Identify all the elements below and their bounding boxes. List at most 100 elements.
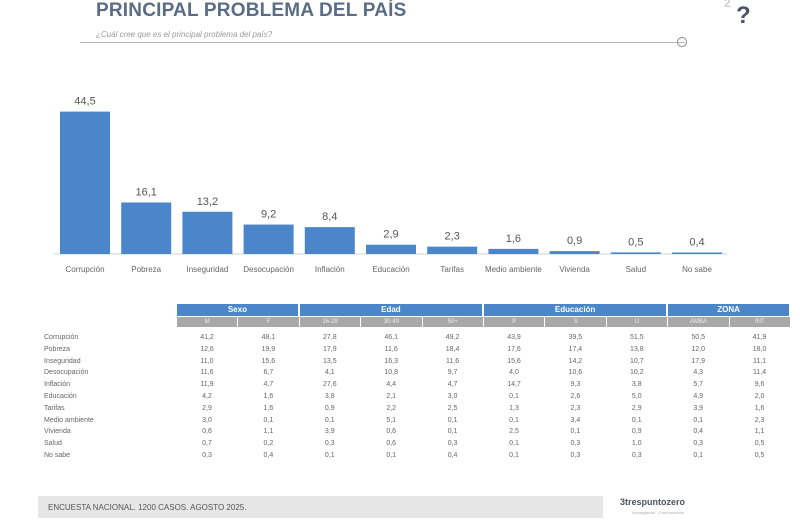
category-label: Inseguridad <box>186 265 228 274</box>
bar-value-label: 16,1 <box>135 186 156 198</box>
table-cell: 10,6 <box>568 369 583 377</box>
table-row: Educación 4,2 1,6 3,8 2,1 3,0 0,1 2,6 5,0 4,9 2,0 <box>44 393 764 404</box>
table-cell: 0,3 <box>447 440 458 448</box>
bar-value-label: 0,5 <box>628 236 643 248</box>
table-cell: 3,8 <box>324 393 335 400</box>
table-cell: 27,8 <box>322 334 337 341</box>
table-row: Salud 0,7 0,2 0,3 0,6 0,3 0,1 0,3 1,0 0,3 0,5 <box>44 440 764 451</box>
table-row: Pobreza 12,6 19,9 17,9 11,6 18,4 17,6 17,4 13,8 1… <box>44 345 766 357</box>
row-label: Inflación <box>44 381 71 389</box>
table-cell: 14,2 <box>568 357 583 365</box>
table-row: Desocupación 11,6 6,7 4,1 10,8 9,7 4,0 10,6 10,2… <box>44 369 766 380</box>
table-cell: 51,5 <box>629 334 644 341</box>
bar-1 <box>121 202 172 254</box>
table-cell: 5,1 <box>386 416 397 424</box>
table-cell: 0,4 <box>693 428 704 436</box>
table-cell: 11,4 <box>753 369 767 377</box>
table-cell: 4,7 <box>263 381 274 389</box>
bar-value-label: 0,9 <box>567 235 582 247</box>
bar-value-label: 8,4 <box>322 211 337 223</box>
footer-bar: ENCUESTA NACIONAL. 1200 CASOS. AGOSTO 20… <box>38 496 603 518</box>
bar-7 <box>488 248 539 254</box>
category-label: Vivienda <box>559 265 590 274</box>
table-cell: 13,5 <box>322 357 337 365</box>
table-cell: 0,2 <box>263 440 274 448</box>
table-cell: 0,1 <box>509 393 519 400</box>
bar-value-label: 0,4 <box>689 237 704 249</box>
table-cell: 12,0 <box>691 345 705 353</box>
table-cell: 11,1 <box>753 357 767 365</box>
table-cell: 0,9 <box>324 404 335 412</box>
table-cell: 5,0 <box>631 393 642 400</box>
category-label: No sabe <box>682 265 712 274</box>
table-cell: 1,1 <box>263 428 274 436</box>
table-cell: 2,6 <box>570 393 581 400</box>
column-header: INT <box>729 317 790 327</box>
bar-5 <box>366 244 416 254</box>
group-header: ZONA <box>668 304 789 316</box>
table-cell: 18,4 <box>445 345 460 353</box>
table-cell: 0,1 <box>324 416 335 424</box>
table-row: Vivienda 0,6 1,1 3,9 0,6 0,1 2,5 0,1 0,9 0,4 1,1 <box>44 428 764 439</box>
category-label: Medio ambiente <box>485 265 542 274</box>
table-cell: 43,9 <box>507 334 521 341</box>
bar-value-label: 2,9 <box>383 229 398 241</box>
row-label: Medio ambiente <box>44 416 94 424</box>
bar-8 <box>549 251 600 254</box>
bar-value-label: 44,5 <box>74 96 95 108</box>
bar-6 <box>427 246 478 254</box>
table-cell: 18,0 <box>752 345 767 353</box>
column-header: P <box>484 317 545 327</box>
table-cell: 0,7 <box>202 440 212 448</box>
underline-end-icon <box>677 37 687 47</box>
bar-value-label: 1,6 <box>506 233 521 245</box>
brand-logo: 3trespuntozero <box>620 497 685 507</box>
table-cell: 13,8 <box>629 345 644 353</box>
category-label: Corrupción <box>65 265 104 274</box>
category-label: Tarifas <box>440 265 464 274</box>
table-cell: 50,5 <box>691 334 705 341</box>
row-label: Inseguridad <box>44 357 81 365</box>
table-cell: 14,7 <box>507 381 521 389</box>
table-cell: 0,1 <box>324 452 335 459</box>
table-cell: 6,7 <box>263 369 274 377</box>
table-cell: 1,6 <box>263 404 274 412</box>
table-cell: 0,1 <box>447 428 458 436</box>
table-cell: 0,1 <box>509 452 519 459</box>
bar-value-label: 2,3 <box>445 231 460 243</box>
table-cell: 3,9 <box>693 404 704 412</box>
row-label: Desocupación <box>44 369 89 377</box>
table-cell: 0,6 <box>202 428 212 436</box>
table-cell: 15,6 <box>507 357 521 365</box>
column-header: S <box>545 317 606 327</box>
table-cell: 0,1 <box>447 416 458 424</box>
bar-10 <box>672 252 722 254</box>
brand-mark-icon: 3 <box>620 497 626 507</box>
category-label: Educación <box>372 265 409 274</box>
table-cell: 15,6 <box>261 357 276 365</box>
row-label: Corrupción <box>44 334 79 341</box>
table-cell: 4,0 <box>509 369 519 377</box>
table-cell: 49,2 <box>445 334 460 341</box>
table-row: Corrupción 41,2 48,1 27,8 46,1 49,2 43,9 39,5 51… <box>44 334 766 345</box>
table-cell: 9,7 <box>447 369 458 377</box>
table-cell: 19,9 <box>261 345 276 353</box>
table-cell: 17,9 <box>322 345 337 353</box>
table-cell: 0,1 <box>509 416 519 424</box>
bar-0 <box>60 111 110 254</box>
table-cell: 4,1 <box>324 369 335 377</box>
table-cell: 0,1 <box>693 452 704 459</box>
table-cell: 9,6 <box>754 381 765 389</box>
table-cell: 17,4 <box>568 345 583 353</box>
table-cell: 1,6 <box>754 404 765 412</box>
table-row: Inflación 11,9 4,7 27,6 4,4 4,7 14,7 9,3 3,8 5,7 9… <box>44 381 764 392</box>
column-header: AMBA <box>668 317 729 327</box>
table-cell: 10,8 <box>384 369 398 377</box>
table-cell: 0,3 <box>570 452 581 459</box>
table-cell: 0,1 <box>509 440 519 448</box>
table-cell: 11,6 <box>384 345 398 353</box>
table-cell: 11,6 <box>200 369 214 377</box>
table-cell: 4,3 <box>693 369 704 377</box>
row-label: Vivienda <box>44 428 71 436</box>
table-cell: 0,3 <box>693 440 704 448</box>
